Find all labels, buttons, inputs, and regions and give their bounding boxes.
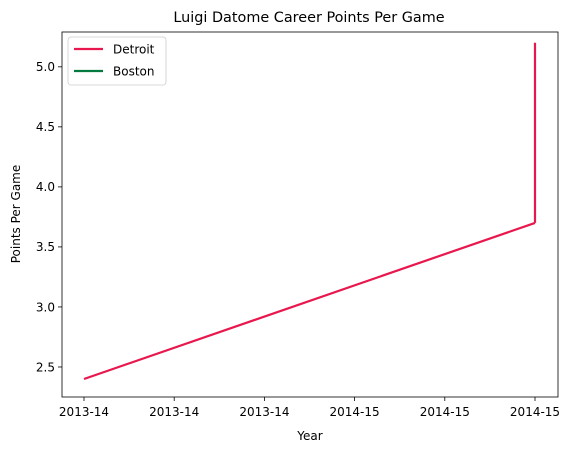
x-axis-label: Year (296, 429, 322, 443)
y-axis: 2.5 3.0 3.5 4.0 4.5 5.0 (36, 60, 62, 374)
legend-label-0: Detroit (113, 42, 155, 56)
legend: Detroit Boston (67, 36, 167, 86)
y-tick-label: 3.5 (36, 240, 55, 254)
y-tick-label: 4.5 (36, 120, 55, 134)
x-tick-label: 2013-14 (239, 405, 289, 419)
x-tick-label: 2013-14 (59, 405, 109, 419)
legend-label-1: Boston (113, 64, 154, 78)
plot-area (83, 42, 537, 381)
chart-title: Luigi Datome Career Points Per Game (173, 10, 444, 26)
series-line-0 (83, 221, 536, 381)
y-tick-label: 4.0 (36, 180, 55, 194)
plot-frame (61, 31, 559, 398)
y-tick-label: 3.0 (36, 300, 55, 314)
y-tick-label: 2.5 (36, 360, 55, 374)
x-tick-label: 2014-15 (510, 405, 560, 419)
x-tick-label: 2014-15 (330, 405, 380, 419)
x-tick-label: 2014-15 (420, 405, 470, 419)
x-axis: 2013-14 2013-14 2013-14 2014-15 2014-15 2014-… (59, 397, 560, 419)
y-tick-label: 5.0 (36, 60, 55, 74)
x-tick-label: 2013-14 (149, 405, 199, 419)
y-axis-label: Points Per Game (9, 165, 23, 264)
